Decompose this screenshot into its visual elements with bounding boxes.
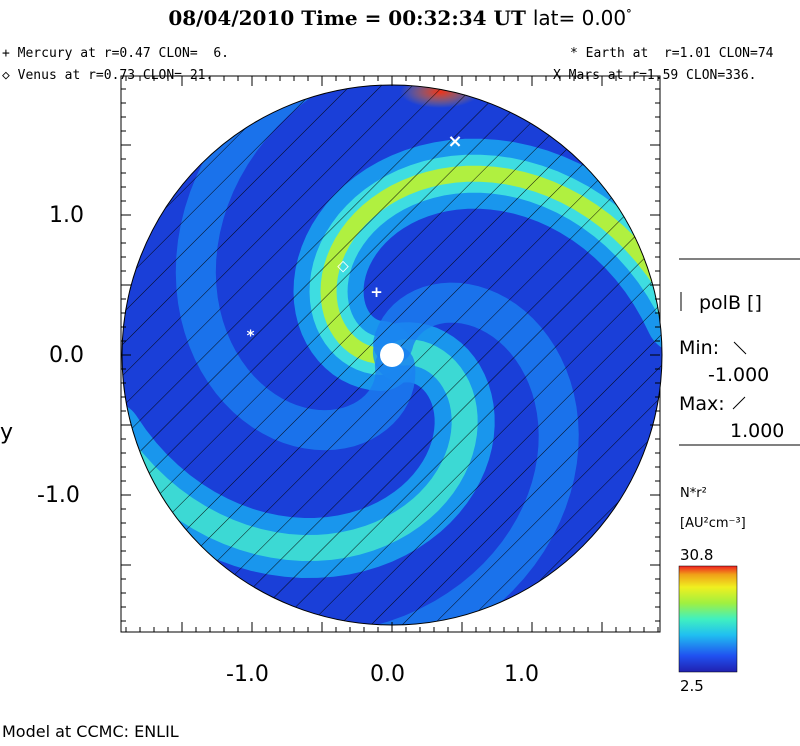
x-tick-label-0: 0.0 <box>370 662 405 687</box>
mercury-legend: + Mercury at r=0.47 CLON= 6. <box>2 46 229 61</box>
mercury-marker: + <box>370 283 383 301</box>
max-line-sample <box>732 396 746 410</box>
planet-markers: + ◇ * × <box>247 131 463 344</box>
overlay-min-value: -1.000 <box>708 364 770 386</box>
overlay-max-label: Max: <box>679 393 725 415</box>
min-line-sample <box>733 341 747 355</box>
colorbar <box>678 565 738 673</box>
overlay-name: polB [] <box>699 292 762 314</box>
venus-marker: ◇ <box>337 256 349 274</box>
chart-title: 08/04/2010 Time = 00:32:34 UT lat= 0.00° <box>168 6 632 30</box>
earth-marker: * <box>247 326 255 344</box>
colorbar-unit: [AU²cm⁻³] <box>680 516 746 531</box>
y-tick-label-1: 1.0 <box>49 203 84 228</box>
earth-legend: * Earth at r=1.01 CLON=74 <box>570 46 774 61</box>
x-tick-label-1: 1.0 <box>504 662 539 687</box>
sun-marker <box>380 343 404 367</box>
colorbar-quantity: N*r² <box>680 486 707 501</box>
overlay-max-value: 1.000 <box>730 420 785 442</box>
y-tick-label-neg1: -1.0 <box>37 483 80 508</box>
overlay-min-label: Min: <box>679 337 720 359</box>
colorbar-max-label: 30.8 <box>680 546 714 564</box>
colorbar-min-label: 2.5 <box>680 677 704 695</box>
y-tick-label-0: 0.0 <box>49 343 84 368</box>
mars-marker: × <box>447 131 462 152</box>
y-axis-label: y <box>0 420 14 445</box>
footer-credit: Model at CCMC: ENLIL <box>2 722 179 741</box>
x-tick-label-neg1: -1.0 <box>226 662 269 687</box>
axis-ticks <box>121 76 660 632</box>
